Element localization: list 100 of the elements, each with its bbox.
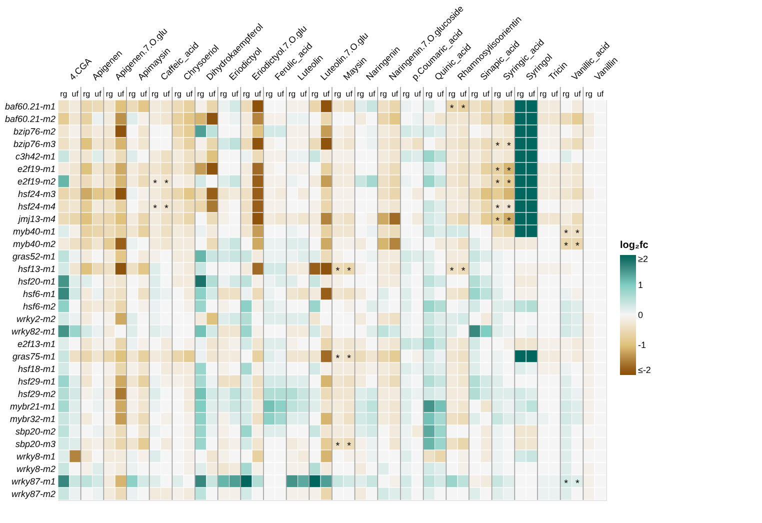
x-tick-label: uf	[368, 90, 376, 98]
data-label: *	[347, 266, 352, 277]
data-label: *	[461, 103, 466, 114]
x-tick-label: rg	[106, 90, 113, 98]
y-tick-label: sbp20-m3	[15, 438, 56, 449]
y-tick-label: baf60.21-m2	[4, 114, 56, 124]
data-label: *	[507, 140, 512, 152]
data-label: *	[336, 266, 340, 277]
x-tick-label: rg	[540, 90, 547, 98]
x-tick-label: rg	[174, 90, 182, 98]
data-label: *	[564, 478, 568, 490]
x-tick-label: rg	[220, 90, 228, 98]
x-tick-label: rg	[471, 90, 478, 98]
y-tick-label: baf60.21-m1	[4, 101, 56, 112]
data-label: *	[507, 178, 512, 190]
y-tick-label: e2f13-m1	[17, 338, 56, 349]
x-tick-label: uf	[551, 90, 559, 98]
color-bar-label: 0	[638, 310, 644, 320]
x-tick-label: rg	[585, 90, 592, 98]
y-tick-label: wrky87-m2	[11, 488, 56, 499]
x-tick-label: uf	[117, 90, 125, 98]
data-label: *	[564, 228, 568, 240]
x-tick-label: uf	[186, 90, 194, 98]
color-bar-label: ≥2	[638, 254, 648, 264]
x-tick-label: uf	[437, 90, 445, 98]
data-label: *	[496, 216, 500, 227]
y-tick-label: e2f19-m1	[17, 164, 56, 174]
y-tick-label: gras75-m1	[12, 351, 56, 362]
y-tick-label: hsf6-m2	[22, 301, 56, 312]
data-label: *	[576, 240, 580, 252]
x-tick-label: rg	[197, 90, 204, 98]
color-bar-label: ≤-2	[638, 365, 651, 375]
data-label: *	[496, 203, 500, 214]
x-tick-label: uf	[528, 90, 536, 98]
x-tick-label: uf	[596, 90, 604, 98]
y-tick-label: hsf24-m4	[18, 201, 56, 212]
data-label: *	[336, 353, 340, 364]
data-label: *	[164, 203, 169, 214]
y-tick-label: hsf6-m1	[22, 288, 56, 299]
data-label: *	[576, 228, 580, 240]
x-tick-label: rg	[60, 90, 68, 98]
x-tick-label: rg	[402, 90, 410, 98]
color-bar-title: log₂fc	[620, 240, 649, 251]
x-tick-label: uf	[232, 90, 240, 98]
x-tick-label: rg	[425, 90, 433, 98]
x-tick-label: uf	[391, 90, 399, 98]
y-tick-label: hsf29-m2	[18, 388, 56, 399]
y-tick-label: sbp20-m2	[15, 426, 56, 436]
data-label: *	[507, 216, 512, 227]
x-tick-label: rg	[380, 90, 387, 98]
x-tick-label: uf	[574, 90, 582, 98]
x-tick-label: uf	[72, 90, 80, 98]
data-label: *	[347, 353, 352, 364]
x-tick-label: uf	[277, 90, 285, 98]
x-tick-label: rg	[266, 90, 273, 98]
data-label: *	[336, 440, 340, 452]
y-tick-label: c3h42-m1	[15, 151, 56, 162]
color-bar-label: -1	[638, 340, 646, 350]
x-tick-label: uf	[414, 90, 422, 98]
data-label: *	[496, 166, 500, 177]
x-tick-label: uf	[208, 90, 216, 98]
x-tick-label: uf	[254, 90, 262, 98]
y-tick-label: wrky8-m1	[16, 451, 56, 462]
data-label: *	[496, 178, 500, 190]
y-tick-label: hsf29-m1	[18, 376, 56, 386]
y-tick-label: mybr21-m1	[10, 401, 56, 412]
y-tick-label: wrky82-m1	[11, 326, 56, 336]
x-tick-label: rg	[562, 90, 570, 98]
data-label: *	[164, 178, 169, 190]
data-label: *	[496, 140, 500, 152]
data-label: *	[153, 203, 158, 214]
y-tick-label: wrky8-m2	[16, 464, 56, 474]
x-tick-label: rg	[242, 90, 250, 98]
x-tick-label: uf	[322, 90, 330, 98]
y-tick-label: hsf13-m1	[18, 264, 56, 274]
y-tick-label: hsf24-m3	[18, 188, 56, 199]
x-tick-label: uf	[163, 90, 171, 98]
x-tick-label: rg	[288, 90, 296, 98]
data-label: *	[576, 478, 580, 490]
x-tick-label: rg	[494, 90, 502, 98]
data-label: *	[564, 240, 568, 252]
y-tick-label: mybr32-m1	[10, 414, 56, 424]
data-label: *	[461, 266, 466, 277]
x-tick-label: rg	[82, 90, 90, 98]
x-tick-label: rg	[448, 90, 456, 98]
x-tick-label: uf	[140, 90, 148, 98]
y-tick-label: wrky2-m2	[16, 314, 56, 324]
x-tick-label: uf	[94, 90, 102, 98]
x-tick-label: rg	[356, 90, 364, 98]
y-tick-label: jmj13-m4	[17, 214, 56, 224]
x-tick-label: rg	[334, 90, 342, 98]
x-tick-label: uf	[506, 90, 514, 98]
x-tick-label: rg	[128, 90, 136, 98]
y-tick-label: hsf18-m1	[18, 364, 56, 374]
data-label: *	[347, 440, 352, 452]
data-label: *	[507, 166, 512, 177]
y-tick-label: gras52-m1	[12, 251, 56, 262]
x-tick-label: rg	[151, 90, 159, 98]
x-tick-label: rg	[516, 90, 524, 98]
y-tick-label: bzip76-m3	[13, 138, 56, 149]
